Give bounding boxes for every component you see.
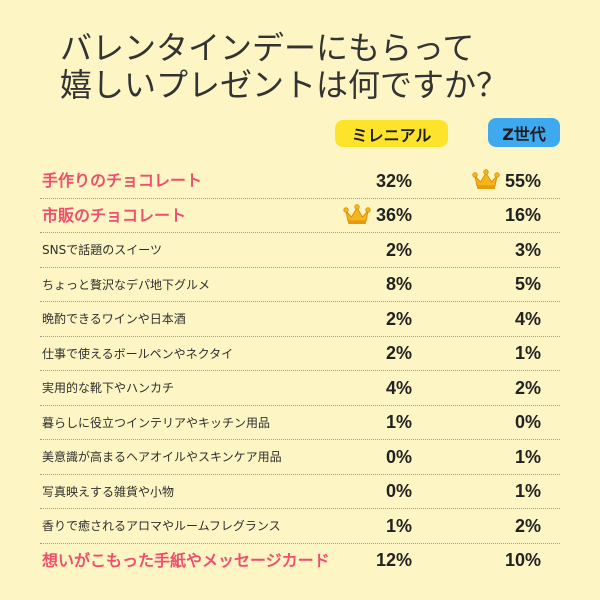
table-row: 市販のチョコレート 36% 16%	[0, 199, 600, 234]
row-label: 美意識が高まるヘアオイルやスキンケア用品	[42, 450, 282, 464]
column-header-genz: Z世代	[488, 118, 560, 147]
millennial-value: 8%	[386, 268, 412, 303]
value-text: 0%	[385, 446, 412, 467]
row-label: 写真映えする雑貨や小物	[42, 484, 175, 499]
millennial-value: 0%	[386, 475, 412, 510]
value-text: 2%	[385, 308, 412, 329]
value-text: 5%	[514, 274, 541, 295]
millennial-value: 1%	[386, 509, 412, 544]
value-text: 12%	[375, 550, 412, 571]
row-label: 手作りのチョコレート	[42, 171, 203, 190]
results-table: 手作りのチョコレート 32% 55% 市販のチョコレート	[0, 164, 600, 578]
value-text: 2%	[385, 239, 412, 260]
table-row: 暮らしに役立つインテリアやキッチン用品 1% 0%	[0, 406, 600, 441]
column-header-millennial: ミレニアル	[335, 120, 448, 147]
table-row: 美意識が高まるヘアオイルやスキンケア用品 0% 1%	[0, 440, 600, 475]
millennial-value: 1%	[386, 406, 412, 441]
table-row: 晩酌できるワインや日本酒 2% 4%	[0, 302, 600, 337]
table-row: 写真映えする雑貨や小物 0% 1%	[0, 475, 600, 510]
genz-value: 1%	[515, 440, 541, 475]
value-text: 0%	[514, 412, 541, 433]
value-text: 3%	[514, 239, 541, 260]
genz-value: 0%	[515, 406, 541, 441]
millennial-value: 2%	[386, 302, 412, 337]
millennial-value: 4%	[386, 371, 412, 406]
value-text: 1%	[514, 343, 541, 364]
millennial-value: 2%	[386, 337, 412, 372]
value-text: 36%	[375, 205, 412, 226]
table-row: 香りで癒されるアロマやルームフレグランス 1% 2%	[0, 509, 600, 544]
value-text: 2%	[514, 515, 541, 536]
title-line: 嬉しいプレゼントは何ですか？	[60, 66, 509, 104]
crown-icon	[343, 203, 371, 225]
genz-value: 10%	[505, 544, 541, 579]
millennial-value: 32%	[376, 164, 412, 199]
value-text: 10%	[504, 550, 541, 571]
row-label: SNSで話題のスイーツ	[42, 243, 162, 257]
millennial-value: 0%	[386, 440, 412, 475]
genz-value: 1%	[515, 337, 541, 372]
genz-value: 5%	[515, 268, 541, 303]
table-row: SNSで話題のスイーツ 2% 3%	[0, 233, 600, 268]
row-label: 市販のチョコレート	[42, 205, 187, 225]
row-label: 暮らしに役立つインテリアやキッチン用品	[42, 415, 271, 430]
value-text: 0%	[385, 481, 412, 502]
genz-value: 4%	[515, 302, 541, 337]
value-text: 55%	[504, 170, 541, 191]
page-title: バレンタインデーにもらって 嬉しいプレゼントは何ですか？	[60, 30, 508, 104]
genz-value: 2%	[515, 371, 541, 406]
table-row: 想いがこもった手紙やメッセージカード 12% 10%	[0, 544, 600, 579]
millennial-value: 36%	[343, 199, 412, 234]
row-label: ちょっと贅沢なデパ地下グルメ	[42, 277, 211, 292]
row-label: 仕事で使えるボールペンやネクタイ	[42, 346, 234, 361]
title-line: バレンタインデーにもらって	[60, 29, 475, 67]
genz-value: 2%	[515, 509, 541, 544]
table-row: 実用的な靴下やハンカチ 4% 2%	[0, 371, 600, 406]
row-label: 晩酌できるワインや日本酒	[42, 312, 186, 326]
value-text: 32%	[375, 170, 412, 191]
millennial-value: 12%	[376, 544, 412, 579]
table-row: 仕事で使えるボールペンやネクタイ 2% 1%	[0, 337, 600, 372]
value-text: 4%	[514, 308, 541, 329]
value-text: 1%	[514, 446, 541, 467]
genz-value: 55%	[472, 164, 541, 199]
value-text: 1%	[385, 412, 412, 433]
genz-value: 1%	[515, 475, 541, 510]
row-label: 実用的な靴下やハンカチ	[42, 381, 175, 395]
value-text: 4%	[385, 377, 412, 398]
row-label: 香りで癒されるアロマやルームフレグランス	[42, 519, 281, 533]
value-text: 1%	[514, 481, 541, 502]
crown-icon	[472, 168, 500, 190]
value-text: 2%	[514, 377, 541, 398]
value-text: 16%	[504, 205, 541, 226]
table-row: 手作りのチョコレート 32% 55%	[0, 164, 600, 199]
value-text: 1%	[385, 515, 412, 536]
table-row: ちょっと贅沢なデパ地下グルメ 8% 5%	[0, 268, 600, 303]
genz-value: 3%	[515, 233, 541, 268]
genz-value: 16%	[505, 199, 541, 234]
row-label: 想いがこもった手紙やメッセージカード	[42, 550, 330, 570]
millennial-value: 2%	[386, 233, 412, 268]
value-text: 8%	[385, 274, 412, 295]
value-text: 2%	[385, 343, 412, 364]
